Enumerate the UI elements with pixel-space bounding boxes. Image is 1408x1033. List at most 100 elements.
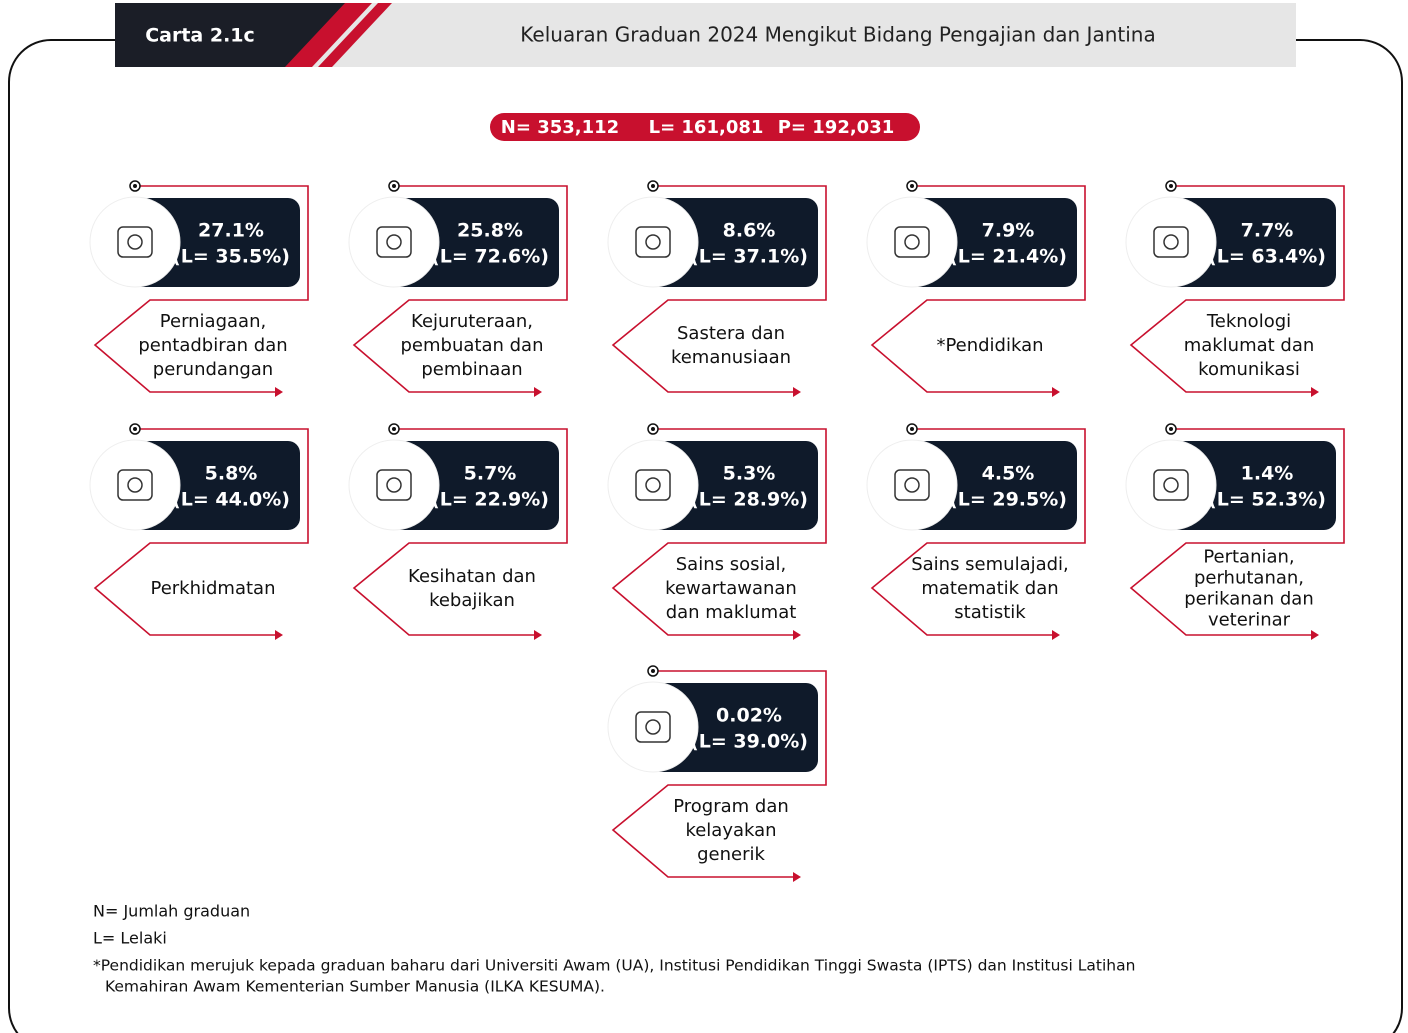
icon: [1163, 234, 1179, 250]
value-box: [394, 198, 559, 287]
icon: [1153, 469, 1189, 501]
outline: [352, 428, 568, 636]
value-box: [653, 683, 818, 772]
icon: [1163, 477, 1179, 493]
icon: [894, 469, 930, 501]
field-label: perikanan dan: [1184, 589, 1313, 610]
arrow-head: [1311, 630, 1319, 640]
male-share: (L= 63.4%): [1208, 246, 1326, 268]
arrow-head: [534, 630, 542, 640]
note: N= Jumlah graduan: [93, 902, 250, 921]
icon: [635, 226, 671, 258]
dot-core: [651, 669, 655, 673]
male-share: (L= 44.0%): [172, 489, 290, 511]
arrow-head: [275, 630, 283, 640]
slash: [318, 3, 392, 67]
field-label: Pertanian,: [1203, 547, 1294, 568]
field-label: Sastera dan: [677, 323, 785, 344]
field-label: perhutanan,: [1194, 568, 1304, 589]
icon-circle: [866, 439, 958, 531]
share: 27.1%: [198, 220, 264, 242]
icon: [127, 234, 143, 250]
outline: [611, 185, 827, 393]
share: 5.8%: [205, 463, 258, 485]
share: 5.3%: [723, 463, 776, 485]
icon: [635, 469, 671, 501]
icon: [645, 719, 661, 735]
value-box: [394, 441, 559, 530]
note: L= Lelaki: [93, 929, 167, 948]
field-label: matematik dan: [921, 578, 1058, 599]
field-label: Teknologi: [1206, 311, 1291, 332]
icon: [894, 226, 930, 258]
male-share: (L= 37.1%): [690, 246, 808, 268]
arrow-head: [1052, 630, 1060, 640]
outline: [611, 428, 827, 636]
field-label: kewartawanan: [665, 578, 797, 599]
tag: Carta 2.1c: [145, 25, 255, 47]
field-label: pentadbiran dan: [138, 335, 287, 356]
icon: [635, 711, 671, 743]
arrow-head: [1311, 387, 1319, 397]
male-share: (L= 22.9%): [431, 489, 549, 511]
field-label: Program dan: [673, 796, 789, 817]
arrow-head: [793, 872, 801, 882]
male-share: (L= 72.6%): [431, 246, 549, 268]
dot-core: [651, 427, 655, 431]
dot-core: [133, 184, 137, 188]
icon: [1153, 226, 1189, 258]
icon: [386, 477, 402, 493]
icon-circle: [1125, 196, 1217, 288]
field-label: Perkhidmatan: [150, 578, 275, 599]
field-label: perundangan: [153, 359, 273, 380]
icon: [904, 234, 920, 250]
field-label: generik: [697, 844, 765, 865]
share: 5.7%: [464, 463, 517, 485]
field-label: kelayakan: [685, 820, 776, 841]
outline: [93, 185, 309, 393]
dot-core: [651, 184, 655, 188]
value-box: [653, 198, 818, 287]
frame: [8, 39, 1403, 1033]
icon: [127, 477, 143, 493]
field-label: kemanusiaan: [671, 347, 791, 368]
arrow-head: [1052, 387, 1060, 397]
value-box: [653, 441, 818, 530]
outline: [1129, 185, 1345, 393]
icon-circle: [89, 439, 181, 531]
field-label: Kejuruteraan,: [411, 311, 533, 332]
title: Keluaran Graduan 2024 Mengikut Bidang Pe…: [520, 23, 1155, 47]
field-label: maklumat dan: [1184, 335, 1315, 356]
dot-core: [133, 427, 137, 431]
field-label: pembinaan: [421, 359, 522, 380]
male-share: (L= 52.3%): [1208, 489, 1326, 511]
share: 1.4%: [1241, 463, 1294, 485]
arrow-head: [793, 630, 801, 640]
outline: [870, 428, 1086, 636]
share: 7.9%: [982, 220, 1035, 242]
summary-pill: [490, 113, 920, 141]
field-label: veterinar: [1208, 610, 1291, 631]
field-label: *Pendidikan: [936, 335, 1043, 356]
arrow-head: [534, 387, 542, 397]
field-label: Perniagaan,: [160, 311, 266, 332]
icon: [904, 477, 920, 493]
dot-core: [1169, 427, 1173, 431]
icon-circle: [1125, 439, 1217, 531]
icon: [645, 234, 661, 250]
dot-core: [910, 427, 914, 431]
icon-circle: [89, 196, 181, 288]
value-box: [912, 198, 1077, 287]
icon: [117, 469, 153, 501]
icon: [376, 226, 412, 258]
arrow-head: [275, 387, 283, 397]
note: *Pendidikan merujuk kepada graduan bahar…: [93, 957, 1135, 975]
share: 7.7%: [1241, 220, 1294, 242]
icon-circle: [348, 196, 440, 288]
outline: [1129, 428, 1345, 636]
tag-box: [115, 3, 355, 67]
icon-circle: [607, 681, 699, 773]
field-label: Kesihatan dan: [408, 566, 536, 587]
value-box: [135, 441, 300, 530]
outline: [870, 185, 1086, 393]
